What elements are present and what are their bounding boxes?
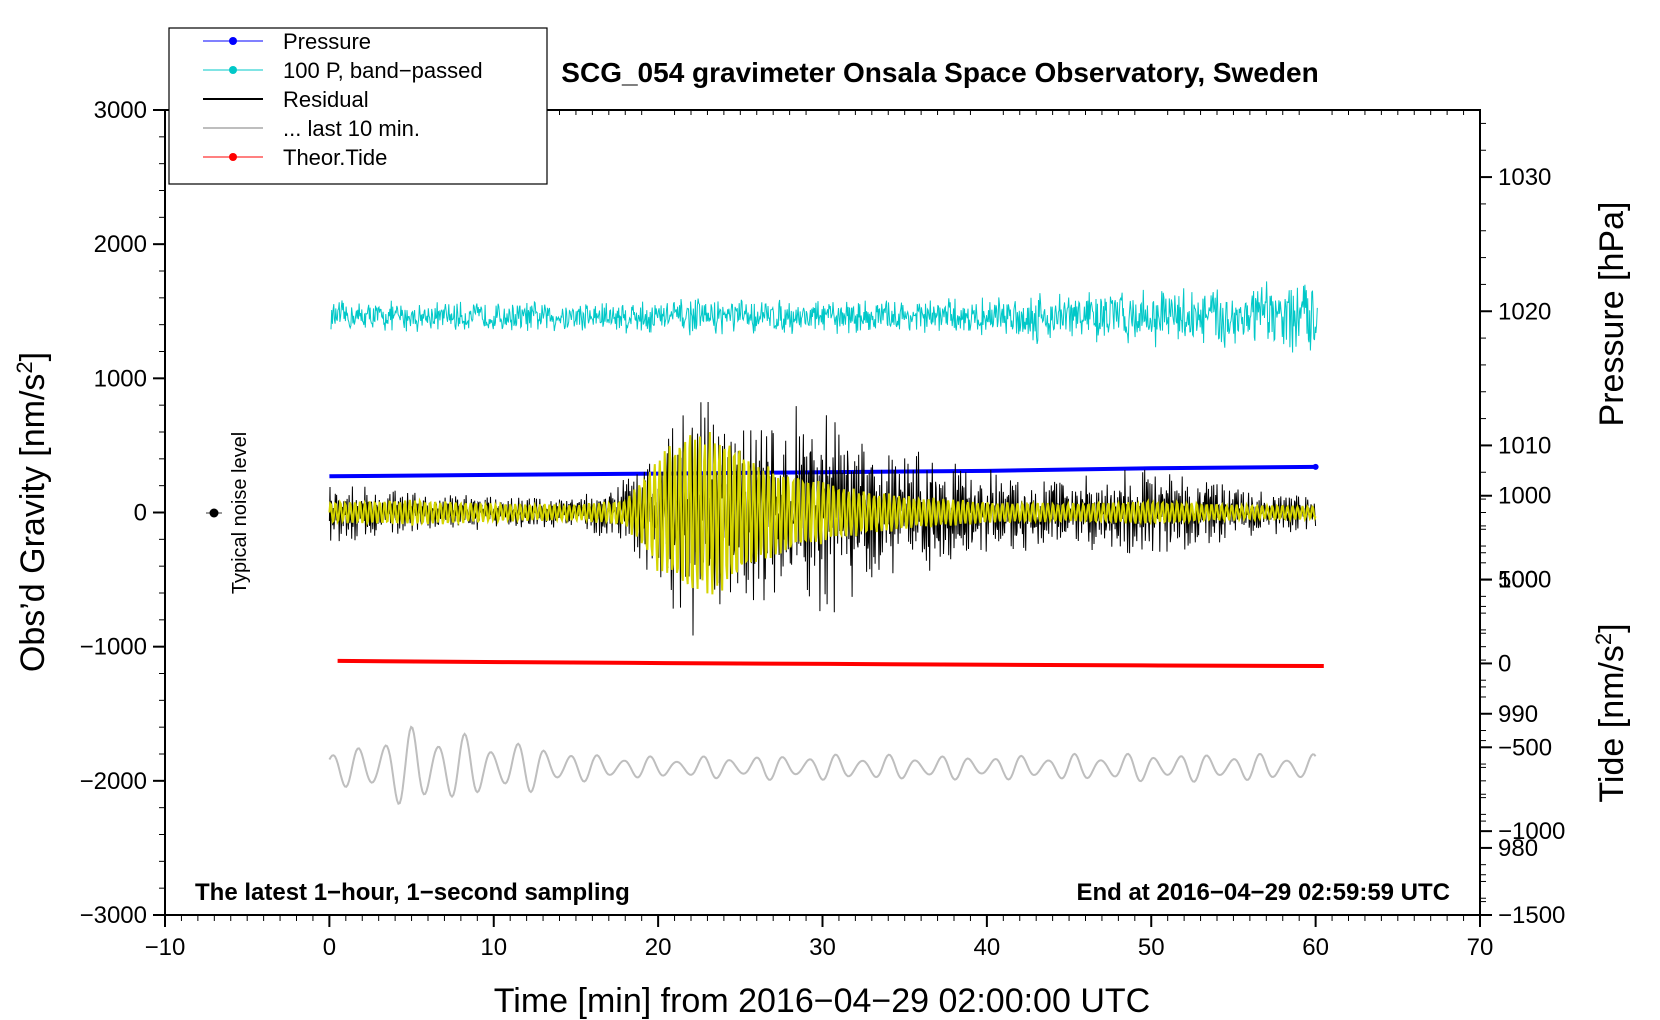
series-layer: [328, 281, 1324, 806]
y-axis-left-label-sup: 2: [12, 361, 37, 373]
noise-level-marker: Typical noise level: [206, 432, 251, 594]
series-bandpassed-pressure: [330, 281, 1318, 353]
series-pressure-end-marker: [1312, 463, 1319, 470]
series-filtered: [328, 431, 1317, 595]
legend-label: Residual: [283, 87, 369, 112]
annotation-end-time: End at 2016−04−29 02:59:59 UTC: [1076, 879, 1450, 906]
x-tick-label: 30: [809, 934, 836, 961]
y-axis-tide-label-close: ]: [1593, 623, 1631, 632]
x-tick-label: 50: [1138, 934, 1165, 961]
legend-label: Pressure: [283, 29, 371, 54]
legend-label: ... last 10 min.: [283, 116, 420, 141]
pressure-tick-label: 1010: [1498, 432, 1551, 459]
pressure-tick-label: 1030: [1498, 164, 1551, 191]
legend: Pressure 100 P, band−passed Residual ... la…: [168, 27, 548, 185]
y-tick-label: 1000: [94, 365, 147, 392]
y-tick-label: −1000: [80, 634, 147, 661]
tide-tick-label: −1500: [1498, 902, 1565, 929]
x-axis-label: Time [min] from 2016−04−29 02:00:00 UTC: [494, 982, 1150, 1020]
legend-marker: [229, 37, 237, 45]
y-axis-pressure-label: Pressure [hPa]: [1593, 202, 1631, 427]
x-tick-label: 70: [1467, 934, 1494, 961]
y-axis-left-label: Obs’d Gravity [nm/s2]: [12, 352, 52, 672]
x-tick-label: 60: [1302, 934, 1329, 961]
y-axis-left-label-close: ]: [14, 352, 52, 361]
noise-label: Typical noise level: [229, 432, 251, 594]
series-last-10-min: [328, 725, 1317, 806]
legend-label: 100 P, band−passed: [283, 58, 483, 83]
y-axis-left-label-main: Obs’d Gravity [nm/s: [14, 374, 52, 673]
y-tick-label: −3000: [80, 902, 147, 929]
y-axis-tide-label-sup: 2: [1591, 633, 1616, 645]
tide-tick-label: 500: [1498, 567, 1538, 594]
legend-label: Theor.Tide: [283, 145, 387, 170]
x-tick-label: 20: [645, 934, 672, 961]
tide-tick-label: −500: [1498, 734, 1552, 761]
tide-tick-label: 0: [1498, 650, 1511, 677]
y-axis-tide-label: Tide [nm/s2]: [1591, 623, 1631, 802]
y-axis-tide-label-main: Tide [nm/s: [1593, 645, 1631, 802]
y-tick-label: 0: [134, 500, 147, 527]
chart-title: SCG_054 gravimeter Onsala Space Observat…: [561, 57, 1318, 88]
series-theoretical-tide: [337, 658, 1324, 668]
y-tick-label: 3000: [94, 97, 147, 124]
pressure-tick-label: 1020: [1498, 298, 1551, 325]
pressure-tick-label: 980: [1498, 835, 1538, 862]
x-tick-label: 10: [480, 934, 507, 961]
x-tick-label: 0: [323, 934, 336, 961]
y-tick-label: 2000: [94, 231, 147, 258]
noise-point: [209, 508, 219, 518]
x-tick-label: 40: [974, 934, 1001, 961]
annotation-latest-hour: The latest 1−hour, 1−second sampling: [195, 879, 630, 906]
pressure-tick-label: 990: [1498, 701, 1538, 728]
tide-tick-label: −1000: [1498, 818, 1565, 845]
x-tick-label: −10: [145, 934, 186, 961]
tide-tick-label: 1000: [1498, 483, 1551, 510]
legend-marker: [229, 153, 237, 161]
y-tick-label: −2000: [80, 768, 147, 795]
legend-marker: [229, 66, 237, 74]
axis-layer: −10 0 10 20 30 40 50 60 703000200010000−1000−200…: [80, 97, 1566, 961]
pressure-tick-label: 1000: [1498, 567, 1551, 594]
